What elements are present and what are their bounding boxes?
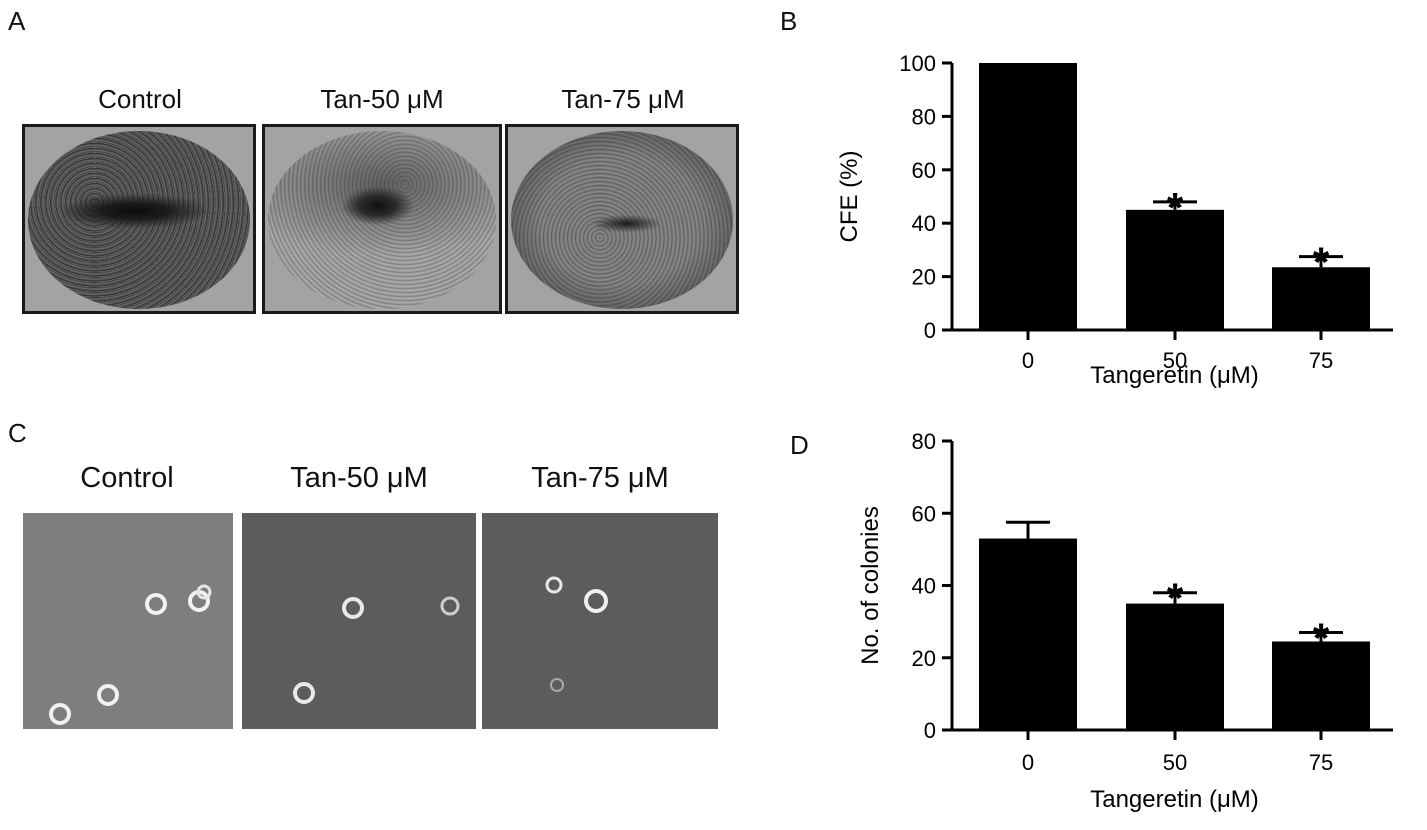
chart-b-y-tick-label: 0 <box>924 318 936 343</box>
panel-a-photo-tan50 <box>262 124 502 314</box>
chart-b-bar-0 <box>979 63 1077 330</box>
chart-b-y-axis-label: CFE (%) <box>836 151 863 243</box>
panel-a-photo-control <box>22 124 256 314</box>
panel-c-label-control: Control <box>80 462 174 494</box>
chart-d-y-tick-label: 60 <box>912 501 936 526</box>
chart-b-x-tick-label: 0 <box>1022 348 1034 373</box>
chart-b-x-tick-label: 75 <box>1309 348 1333 373</box>
panel-c-letter: C <box>8 418 27 448</box>
panel-c-tan75-cells <box>545 576 608 692</box>
chart-b-y-tick-label: 20 <box>912 265 936 290</box>
chart-b-y-tick-label: 60 <box>912 158 936 183</box>
panel-a-label-tan50: Tan-50 μM <box>320 84 444 114</box>
panel-b-letter: B <box>780 6 798 36</box>
chart-b-y-tick-label: 100 <box>899 51 936 76</box>
chart-d-bar-75 <box>1272 641 1370 730</box>
chart-d-x-axis-label: Tangeretin (μM) <box>1090 786 1259 813</box>
chart-b-significance-50: * <box>1167 184 1184 231</box>
chart-b-bar-50 <box>1126 209 1224 330</box>
panel-c-label-tan75: Tan-75 μM <box>531 462 669 494</box>
panel-c-photo-tan75 <box>482 513 718 729</box>
chart-d-bar-0 <box>979 538 1077 730</box>
panel-a-label-tan75: Tan-75 μM <box>561 84 685 114</box>
chart-d-y-tick-label: 40 <box>912 574 936 599</box>
chart-d-x-tick-label: 0 <box>1022 750 1034 775</box>
chart-d-significance-75: * <box>1313 614 1330 661</box>
chart-d-y-axis-label: No. of colonies <box>857 506 884 665</box>
chart-d-bar-50 <box>1126 603 1224 730</box>
chart-b-x-tick-label: 50 <box>1163 348 1187 373</box>
chart-b: 0 20 40 60 80 100 0 * 50 * 75 Tangeretin (μM) CFE (%… <box>836 51 1393 389</box>
panel-a-label-control: Control <box>98 84 182 114</box>
panel-c-photo-control <box>23 513 233 729</box>
chart-d: 0 20 40 60 80 0 * 50 * 75 Tangeretin (μM) No. of co… <box>857 429 1393 813</box>
chart-d-significance-50: * <box>1167 575 1184 622</box>
panel-a-letter: A <box>8 6 26 36</box>
chart-b-y-tick-label: 80 <box>912 104 936 129</box>
panel-c-tan50-cells <box>293 596 460 704</box>
chart-d-y-tick-label: 80 <box>912 429 936 454</box>
chart-d-x-tick-label: 75 <box>1309 750 1333 775</box>
chart-b-significance-75: * <box>1313 239 1330 286</box>
panel-a-photo-tan75 <box>505 124 739 314</box>
chart-d-x-tick-label: 50 <box>1163 750 1187 775</box>
panel-d-letter: D <box>790 430 809 460</box>
chart-b-bar-75 <box>1272 267 1370 330</box>
chart-d-y-tick-label: 0 <box>924 718 936 743</box>
panel-c-photo-tan50 <box>242 513 476 729</box>
panel-c-label-tan50: Tan-50 μM <box>290 462 428 494</box>
chart-d-y-tick-label: 20 <box>912 646 936 671</box>
panel-c-control-cells <box>49 584 212 725</box>
chart-b-x-axis-label: Tangeretin (μM) <box>1090 362 1259 389</box>
chart-b-y-tick-label: 40 <box>912 211 936 236</box>
